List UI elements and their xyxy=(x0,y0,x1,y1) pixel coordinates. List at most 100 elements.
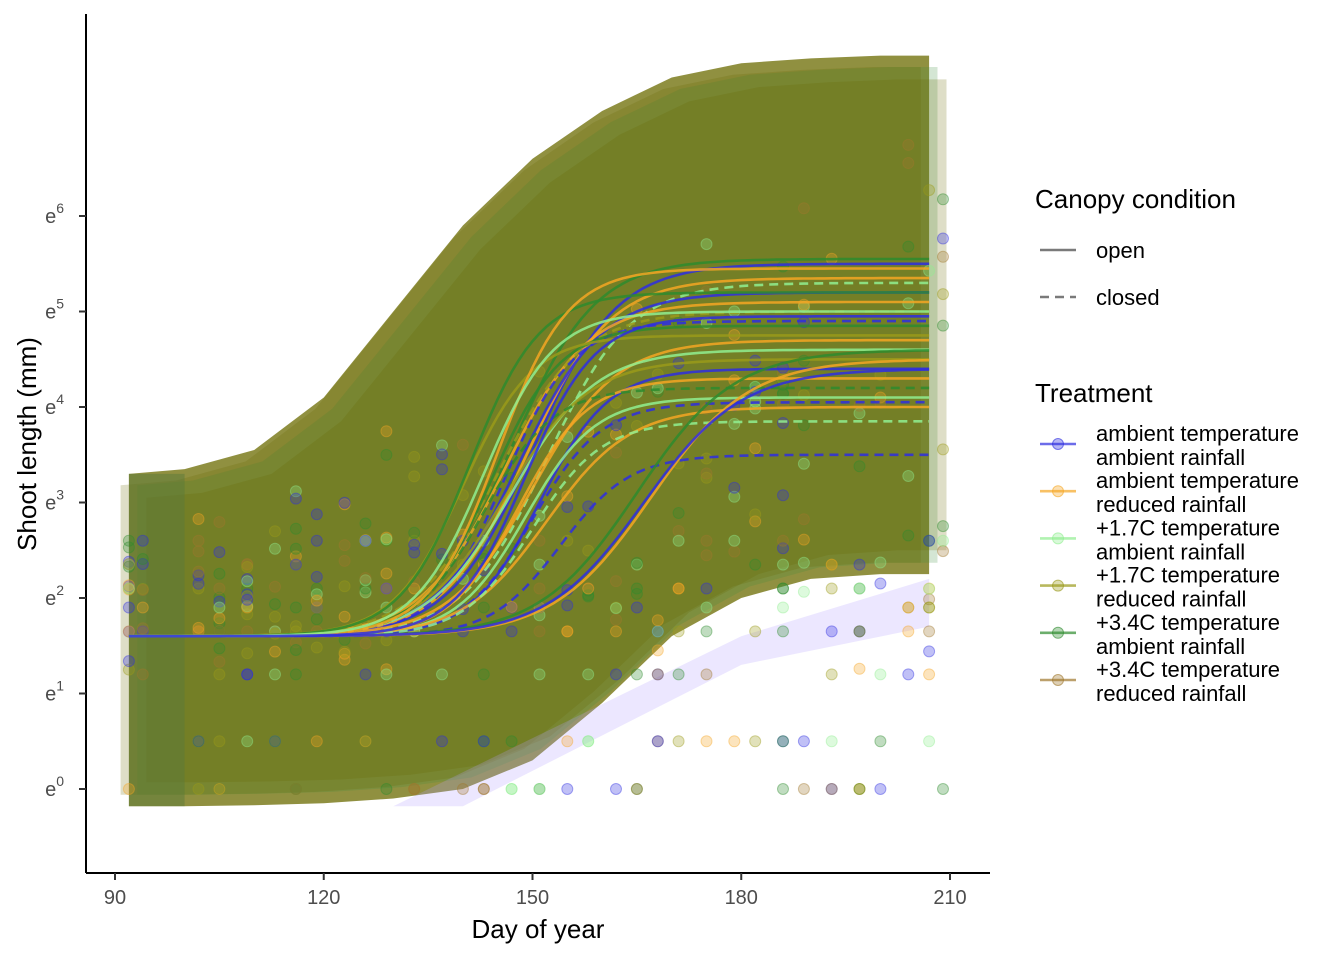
data-point xyxy=(380,534,393,547)
data-point xyxy=(122,783,135,795)
data-point xyxy=(213,783,226,795)
data-point xyxy=(923,593,936,606)
data-point xyxy=(338,647,351,660)
data-point xyxy=(505,601,518,613)
data-point xyxy=(902,601,915,614)
data-point xyxy=(561,625,574,638)
data-point xyxy=(582,590,595,603)
data-point xyxy=(937,783,949,795)
data-point xyxy=(338,610,351,623)
data-point xyxy=(923,582,936,595)
data-point xyxy=(310,641,323,654)
data-point xyxy=(310,582,323,595)
data-point xyxy=(797,735,810,748)
data-point xyxy=(269,645,281,658)
data-point xyxy=(533,582,546,595)
data-point xyxy=(937,250,949,263)
data-point xyxy=(777,582,789,595)
data-point xyxy=(241,593,254,606)
data-point xyxy=(122,580,135,593)
data-point xyxy=(853,783,866,795)
data-point xyxy=(289,668,302,681)
data-point xyxy=(359,586,372,599)
data-point xyxy=(192,545,205,558)
data-point xyxy=(338,498,351,511)
legend-canopy-items: open closed xyxy=(1040,238,1160,310)
data-point xyxy=(582,735,595,748)
data-point xyxy=(269,668,281,681)
data-point xyxy=(825,625,838,638)
data-point xyxy=(477,668,490,681)
data-point xyxy=(630,587,643,600)
data-point xyxy=(359,735,372,748)
data-point xyxy=(672,668,685,681)
data-point xyxy=(533,668,546,681)
data-point xyxy=(192,783,205,795)
data-point xyxy=(408,534,421,547)
data-point xyxy=(136,668,149,681)
data-point xyxy=(937,319,949,332)
data-point xyxy=(561,501,574,513)
data-point xyxy=(610,602,622,615)
data-point xyxy=(533,783,546,795)
data-point xyxy=(359,574,372,587)
data-point xyxy=(122,558,135,571)
data-point xyxy=(380,582,393,595)
data-point xyxy=(241,558,254,570)
data-point xyxy=(728,534,741,547)
data-point xyxy=(310,508,323,521)
data-point xyxy=(359,572,372,584)
data-point xyxy=(241,561,254,573)
data-point xyxy=(582,582,595,595)
y-tick-label: e1 xyxy=(45,678,64,706)
data-point xyxy=(672,534,685,547)
data-point xyxy=(582,582,595,595)
data-point xyxy=(269,580,281,593)
data-point xyxy=(310,613,323,626)
data-point xyxy=(213,591,226,604)
data-point xyxy=(289,644,302,656)
data-point xyxy=(700,471,713,484)
data-point xyxy=(136,584,149,596)
data-point xyxy=(630,783,643,795)
data-point xyxy=(213,642,226,655)
data-point xyxy=(797,513,810,526)
data-point xyxy=(610,575,622,588)
data-point xyxy=(380,448,393,461)
data-point xyxy=(902,240,915,253)
data-point xyxy=(310,601,323,614)
data-point xyxy=(436,463,448,476)
data-point xyxy=(630,556,643,569)
data-point xyxy=(825,783,838,795)
data-point xyxy=(289,485,302,498)
data-point xyxy=(610,396,622,409)
data-point xyxy=(408,783,421,795)
ribbon-band xyxy=(393,578,930,807)
data-point xyxy=(269,525,281,538)
data-point xyxy=(874,577,887,590)
data-point xyxy=(749,508,762,521)
data-point xyxy=(672,735,685,748)
data-point xyxy=(825,582,838,595)
fit-curve xyxy=(128,315,930,638)
data-point xyxy=(651,644,664,657)
data-point xyxy=(192,513,205,525)
data-point xyxy=(338,653,351,666)
data-point xyxy=(853,625,866,638)
data-point xyxy=(192,565,205,578)
data-point xyxy=(630,601,643,614)
fit-curve xyxy=(128,420,930,638)
data-point xyxy=(192,569,205,582)
data-point xyxy=(241,601,254,614)
data-point xyxy=(505,625,518,638)
data-point xyxy=(561,625,574,638)
x-axis-title: Day of year xyxy=(472,914,605,944)
data-point xyxy=(853,582,866,595)
legend-treatment-label: +3.4C temperature ambient rainfall xyxy=(1096,610,1280,659)
data-point xyxy=(213,601,226,614)
data-point xyxy=(902,138,915,151)
data-point xyxy=(289,558,302,571)
data-point xyxy=(380,663,393,676)
data-point xyxy=(192,735,205,748)
